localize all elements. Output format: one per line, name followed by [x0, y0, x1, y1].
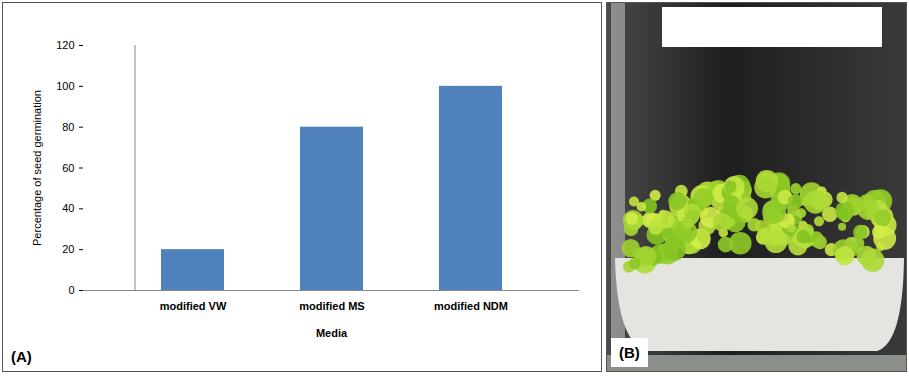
- svg-text:modified VW: modified VW: [160, 300, 227, 312]
- svg-text:Media: Media: [316, 327, 348, 339]
- svg-text:modified NDM: modified NDM: [434, 300, 508, 312]
- svg-text:60: 60: [62, 162, 74, 174]
- html-text:(A): (A): [11, 348, 32, 365]
- svg-text:100: 100: [56, 80, 74, 92]
- svg-text:Percentage of seed germination: Percentage of seed germination: [31, 90, 43, 246]
- svg-text:modified MS: modified MS: [299, 300, 364, 312]
- svg-text:120: 120: [56, 39, 74, 51]
- html-text:(B): (B): [619, 344, 640, 361]
- svg-text:0: 0: [68, 284, 74, 296]
- svg-text:40: 40: [62, 202, 74, 214]
- svg-text:20: 20: [62, 243, 74, 255]
- svg-text:80: 80: [62, 121, 74, 133]
